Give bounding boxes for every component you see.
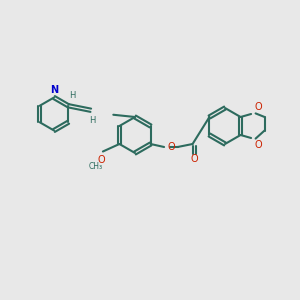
Text: H: H: [70, 91, 76, 100]
Text: O: O: [254, 102, 262, 112]
Text: O: O: [254, 140, 262, 150]
Text: O: O: [98, 155, 105, 165]
Text: CH₃: CH₃: [88, 162, 103, 171]
Text: N: N: [50, 85, 58, 95]
Text: H: H: [89, 116, 95, 124]
Text: O: O: [167, 142, 175, 152]
Text: O: O: [190, 154, 198, 164]
